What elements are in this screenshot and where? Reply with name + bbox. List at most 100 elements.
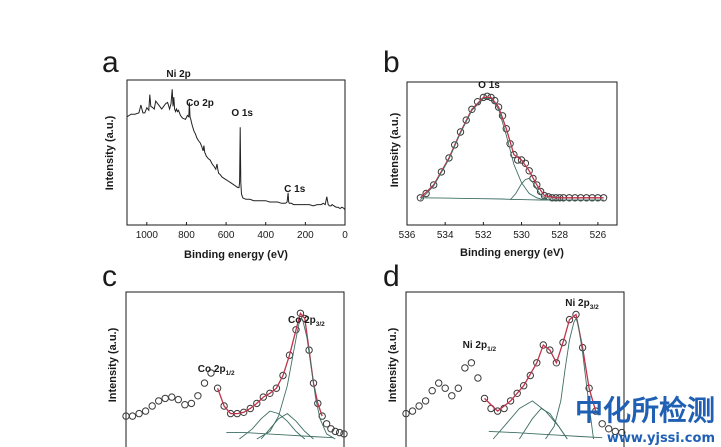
raw-data-point — [415, 402, 423, 410]
raw-data-point — [493, 407, 502, 415]
raw-data-point — [421, 397, 430, 405]
raw-data-point — [445, 154, 453, 162]
raw-data-point — [506, 397, 515, 405]
Ni-2p3-2-main-line — [545, 317, 594, 440]
Co-2p3-2-main-line — [256, 317, 336, 440]
x-tick-label: 400 — [257, 230, 274, 241]
peak-label-subscript: 1/2 — [226, 370, 235, 377]
panel-a-frame — [126, 79, 346, 226]
panel-c: c Co 2p1/2 Co 2p3/2 Intensity (a.u.) — [102, 260, 348, 447]
raw-data-point — [552, 359, 561, 367]
watermark-url: www.yjssi.com — [607, 431, 715, 446]
raw-data-point — [618, 428, 626, 437]
x-tick-label: 536 — [399, 230, 416, 241]
peak-label: Ni 2p3/2 — [565, 298, 599, 311]
raw-data-point — [467, 359, 476, 367]
raw-data-point — [220, 402, 228, 410]
x-tick-label: 600 — [218, 230, 235, 241]
fit-envelope-line — [216, 311, 323, 417]
x-tick-label: 530 — [513, 230, 530, 241]
raw-data-point — [207, 369, 215, 377]
panel-c-letter: c — [102, 260, 117, 293]
panel-b-annotations: O 1s — [478, 80, 500, 91]
panel-c-frame — [125, 291, 345, 447]
raw-data-point — [246, 404, 255, 413]
Co-2p3-2-satellite-1-line — [239, 410, 306, 440]
raw-data-point — [480, 394, 489, 403]
raw-data-point — [451, 141, 459, 149]
raw-data-point — [565, 315, 574, 324]
raw-data-point — [174, 395, 183, 404]
peak-label-subscript: 1/2 — [487, 346, 496, 353]
raw-data-point — [155, 397, 163, 405]
raw-data-point — [135, 409, 143, 418]
raw-data-point — [559, 338, 567, 347]
panel-c-plot — [122, 309, 348, 440]
raw-data-point — [430, 181, 438, 189]
panel-a: a 1000 800 600 400 200 0 Ni 2p Co 2p O 1s C 1s B… — [102, 46, 348, 261]
x-tick-label: 1000 — [136, 230, 159, 241]
lattice-peak-line — [509, 177, 549, 201]
raw-data-point — [456, 128, 465, 136]
panel-a-xticks: 1000 800 600 400 200 0 — [136, 222, 348, 241]
raw-data-point — [461, 364, 469, 372]
raw-data-point — [168, 393, 176, 401]
raw-data-point — [441, 384, 449, 392]
panel-a-ylabel: Intensity (a.u.) — [104, 115, 116, 190]
raw-data-point — [510, 150, 518, 159]
raw-data-point — [335, 428, 344, 437]
raw-data-point — [408, 407, 417, 415]
raw-data-point — [526, 371, 534, 380]
fit-envelope-line — [419, 96, 604, 199]
raw-data-point — [437, 168, 446, 176]
panel-b-ylabel: Intensity (a.u.) — [389, 112, 401, 187]
raw-data-point — [200, 379, 209, 387]
peak-label: Co 2p1/2 — [198, 364, 235, 377]
raw-data-point — [592, 407, 600, 415]
raw-data-point — [181, 401, 189, 409]
x-tick-label: 0 — [342, 230, 348, 241]
panel-c-ylabel: Intensity (a.u.) — [107, 327, 119, 402]
raw-data-point — [474, 374, 482, 382]
raw-data-point — [194, 392, 202, 400]
peak-label: C 1s — [284, 184, 306, 195]
panel-b: b 536 534 532 530 528 526 O 1s Binding energy… — [383, 46, 618, 259]
panel-d-letter: d — [383, 260, 400, 293]
survey-spectrum-line — [126, 89, 346, 211]
raw-data-point — [279, 371, 287, 380]
raw-data-point — [598, 420, 606, 428]
x-tick-label: 800 — [178, 230, 195, 241]
panel-b-plot — [416, 92, 608, 202]
satellite-2-line — [519, 407, 568, 440]
peak-label-subscript: 3/2 — [316, 321, 325, 328]
panel-a-xlabel: Binding energy (eV) — [184, 249, 288, 261]
x-tick-label: 534 — [437, 230, 454, 241]
raw-data-point — [253, 399, 261, 408]
x-tick-label: 528 — [551, 230, 568, 241]
raw-data-point — [462, 116, 470, 124]
panel-d: d Ni 2p1/2 Ni 2p3/2 Intensity (a.u.) — [383, 260, 626, 447]
raw-data-point — [331, 427, 339, 436]
panel-a-annotations: Ni 2p Co 2p O 1s C 1s — [166, 69, 305, 195]
raw-data-point — [533, 181, 541, 189]
peak-label: Ni 2p — [166, 69, 190, 80]
raw-data-point — [322, 420, 331, 428]
raw-data-point — [141, 407, 150, 415]
panel-a-plot — [126, 89, 346, 211]
panel-d-ylabel: Intensity (a.u.) — [387, 327, 399, 402]
peak-label: Ni 2p1/2 — [463, 340, 497, 353]
raw-data-point — [525, 167, 533, 175]
raw-data-point — [148, 402, 156, 410]
raw-data-point — [448, 392, 456, 400]
panel-a-letter: a — [102, 46, 119, 79]
raw-data-point — [513, 389, 521, 397]
raw-data-point — [266, 389, 274, 397]
panel-b-frame — [406, 81, 618, 226]
panel-b-xlabel: Binding energy (eV) — [460, 247, 564, 259]
panel-b-letter: b — [383, 46, 400, 79]
watermark-title: 中化所检测 — [575, 394, 715, 427]
x-tick-label: 526 — [590, 230, 607, 241]
x-tick-label: 200 — [297, 230, 314, 241]
peak-label: Co 2p — [186, 98, 214, 109]
peak-label: Co 2p3/2 — [288, 315, 325, 328]
